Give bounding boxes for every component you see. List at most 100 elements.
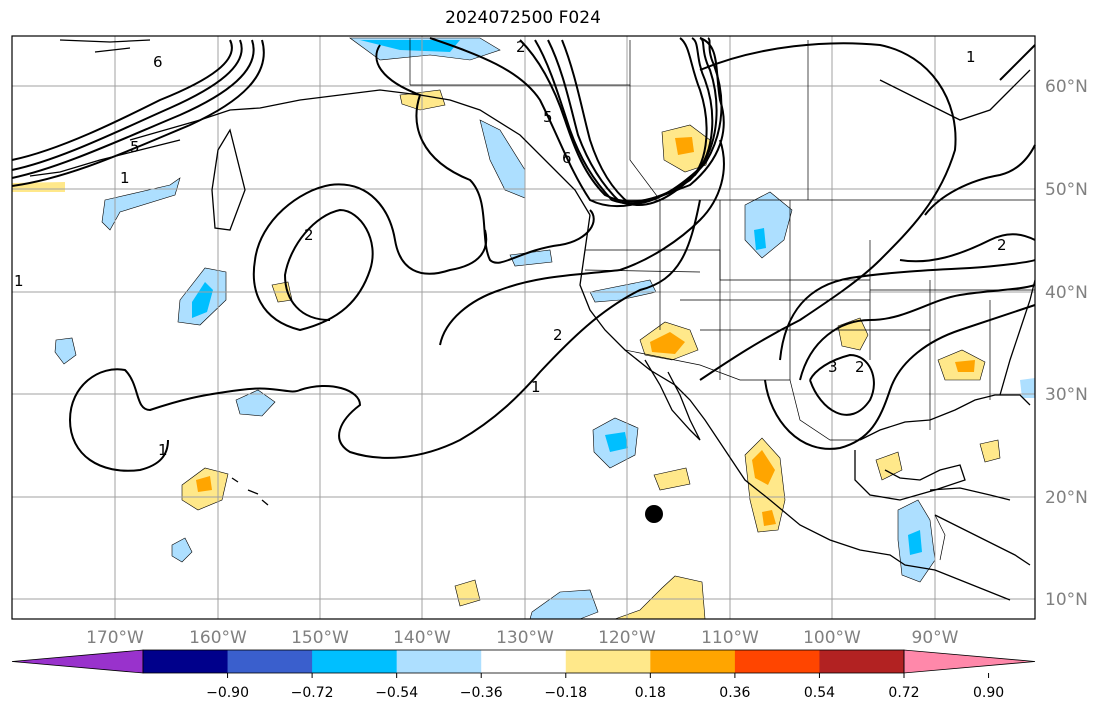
lat-label: 10°N: [1045, 590, 1088, 610]
lat-label: 60°N: [1045, 77, 1088, 97]
colorbar-tick-label: 0.36: [719, 685, 750, 701]
anomaly-blob: [235, 389, 276, 417]
contour-line: [11, 39, 243, 171]
colorbar-segment: [143, 650, 229, 673]
contour-label: 2: [516, 38, 526, 56]
coast-alaska: [59, 39, 591, 216]
contour-line: [69, 199, 701, 459]
anomaly-blob: [1020, 378, 1035, 398]
colorbar-tick-label: −0.36: [460, 685, 503, 701]
colorbar-segment: [312, 650, 398, 673]
political-borders: [409, 38, 1035, 561]
coast-east: [999, 279, 1036, 396]
anomaly-blob: [979, 439, 1001, 463]
contour-label: 6: [562, 149, 572, 167]
contour-line: [11, 39, 233, 161]
lon-label: 170°W: [86, 628, 144, 648]
contour-line: [11, 39, 265, 187]
colorbar-tick-label: −0.72: [291, 685, 334, 701]
lon-label: 150°W: [291, 628, 349, 648]
lon-label: 140°W: [393, 628, 451, 648]
anomaly-blob: [196, 476, 212, 492]
contour-label: 1: [120, 169, 130, 187]
lon-label: 90°W: [912, 628, 959, 648]
coast-cuba: [929, 487, 1011, 501]
colorbar-tick-label: 0.54: [804, 685, 835, 701]
colorbar-tick-label: −0.90: [206, 685, 249, 701]
contour-line: [375, 44, 595, 264]
map-title: 2024072500 F024: [445, 8, 601, 28]
coast-westcoast: [579, 214, 1011, 601]
map-panel: 1 5 6 2 2 5 6 2 1 1 3 2 1 2 1: [11, 35, 1036, 620]
contour-line: [519, 37, 708, 203]
contour-line: [809, 353, 875, 416]
colorbar-frame: [142, 649, 905, 674]
contour-label: 2: [553, 326, 563, 344]
lat-label: 30°N: [1045, 385, 1088, 405]
coast-gulf: [854, 394, 1031, 501]
lat-label: 50°N: [1045, 180, 1088, 200]
anomaly-blob: [675, 137, 694, 155]
lon-label: 100°W: [803, 628, 861, 648]
lat-label: 20°N: [1045, 488, 1088, 508]
lon-label: 110°W: [701, 628, 759, 648]
contour-labels: 1 5 6 2 2 5 6 2 1 1 3 2 1 2 1: [14, 38, 1007, 459]
coastlines: [29, 39, 1036, 601]
colorbar-segment: [227, 650, 313, 673]
colorbar-segment: [481, 650, 567, 673]
anomaly-blob: [605, 432, 628, 452]
anomaly-blob: [653, 467, 691, 491]
coast-hudson: [879, 69, 1031, 121]
contour-label: 2: [855, 358, 865, 376]
colorbar-tick-label: 0.90: [973, 685, 1004, 701]
graticule: [12, 36, 1035, 619]
lat-label: 40°N: [1045, 283, 1088, 303]
contour-line: [252, 183, 488, 332]
anomaly-blob: [837, 317, 869, 351]
anomaly-blob: [875, 451, 903, 481]
contour-label: 6: [153, 53, 163, 71]
anomaly-blob: [101, 177, 181, 231]
colorbar-ticks: −0.90 −0.72 −0.54 −0.36 −0.18 0.18 0.36 0.54 0.7…: [206, 673, 1004, 701]
colorbar-tick-label: −0.18: [544, 685, 587, 701]
anomaly-blob: [752, 450, 775, 485]
coast-hawaii: [231, 477, 269, 506]
contour-line: [899, 233, 1036, 263]
colorbar-segment: [819, 650, 905, 673]
colorbar-segment: [734, 650, 820, 673]
anomaly-blob: [908, 530, 922, 555]
anomaly-blob: [509, 249, 553, 267]
colorbar-extension-low: [11, 649, 144, 674]
coast-baja: [644, 359, 701, 441]
anomaly-blob: [754, 228, 766, 250]
contour-label: 1: [966, 48, 976, 66]
lon-label: 160°W: [189, 628, 247, 648]
map-border: [11, 35, 1036, 620]
contour-line: [429, 37, 725, 208]
colorbar-extension-high: [903, 649, 1036, 674]
colorbar-segments: [11, 649, 1036, 674]
coast-aleutians: [29, 139, 181, 177]
contour-line: [799, 284, 1036, 381]
colorbar-segment: [565, 650, 651, 673]
longitude-labels: 170°W 160°W 150°W 140°W 130°W 120°W 110°…: [86, 628, 959, 648]
latitude-labels: 60°N 50°N 40°N 30°N 20°N 10°N: [1045, 77, 1088, 610]
coast-alaska-peninsula: [211, 128, 246, 231]
anomaly-blob: [955, 360, 975, 372]
contour-label: 5: [130, 138, 140, 156]
colorbar-tick-label: −0.54: [375, 685, 418, 701]
contour-line: [547, 37, 718, 205]
contour-line: [764, 304, 1036, 450]
coast-central-am: [934, 514, 1031, 566]
lon-label: 120°W: [598, 628, 656, 648]
contour-label: 1: [531, 378, 541, 396]
anomaly-blob: [171, 537, 193, 563]
anomaly-blob: [589, 279, 657, 303]
contour-line: [439, 139, 725, 346]
contour-label: 2: [997, 236, 1007, 254]
anomaly-blob: [54, 337, 77, 365]
contour-label: 1: [14, 272, 24, 290]
anomaly-blob: [12, 182, 65, 192]
colorbar-segment: [650, 650, 736, 673]
